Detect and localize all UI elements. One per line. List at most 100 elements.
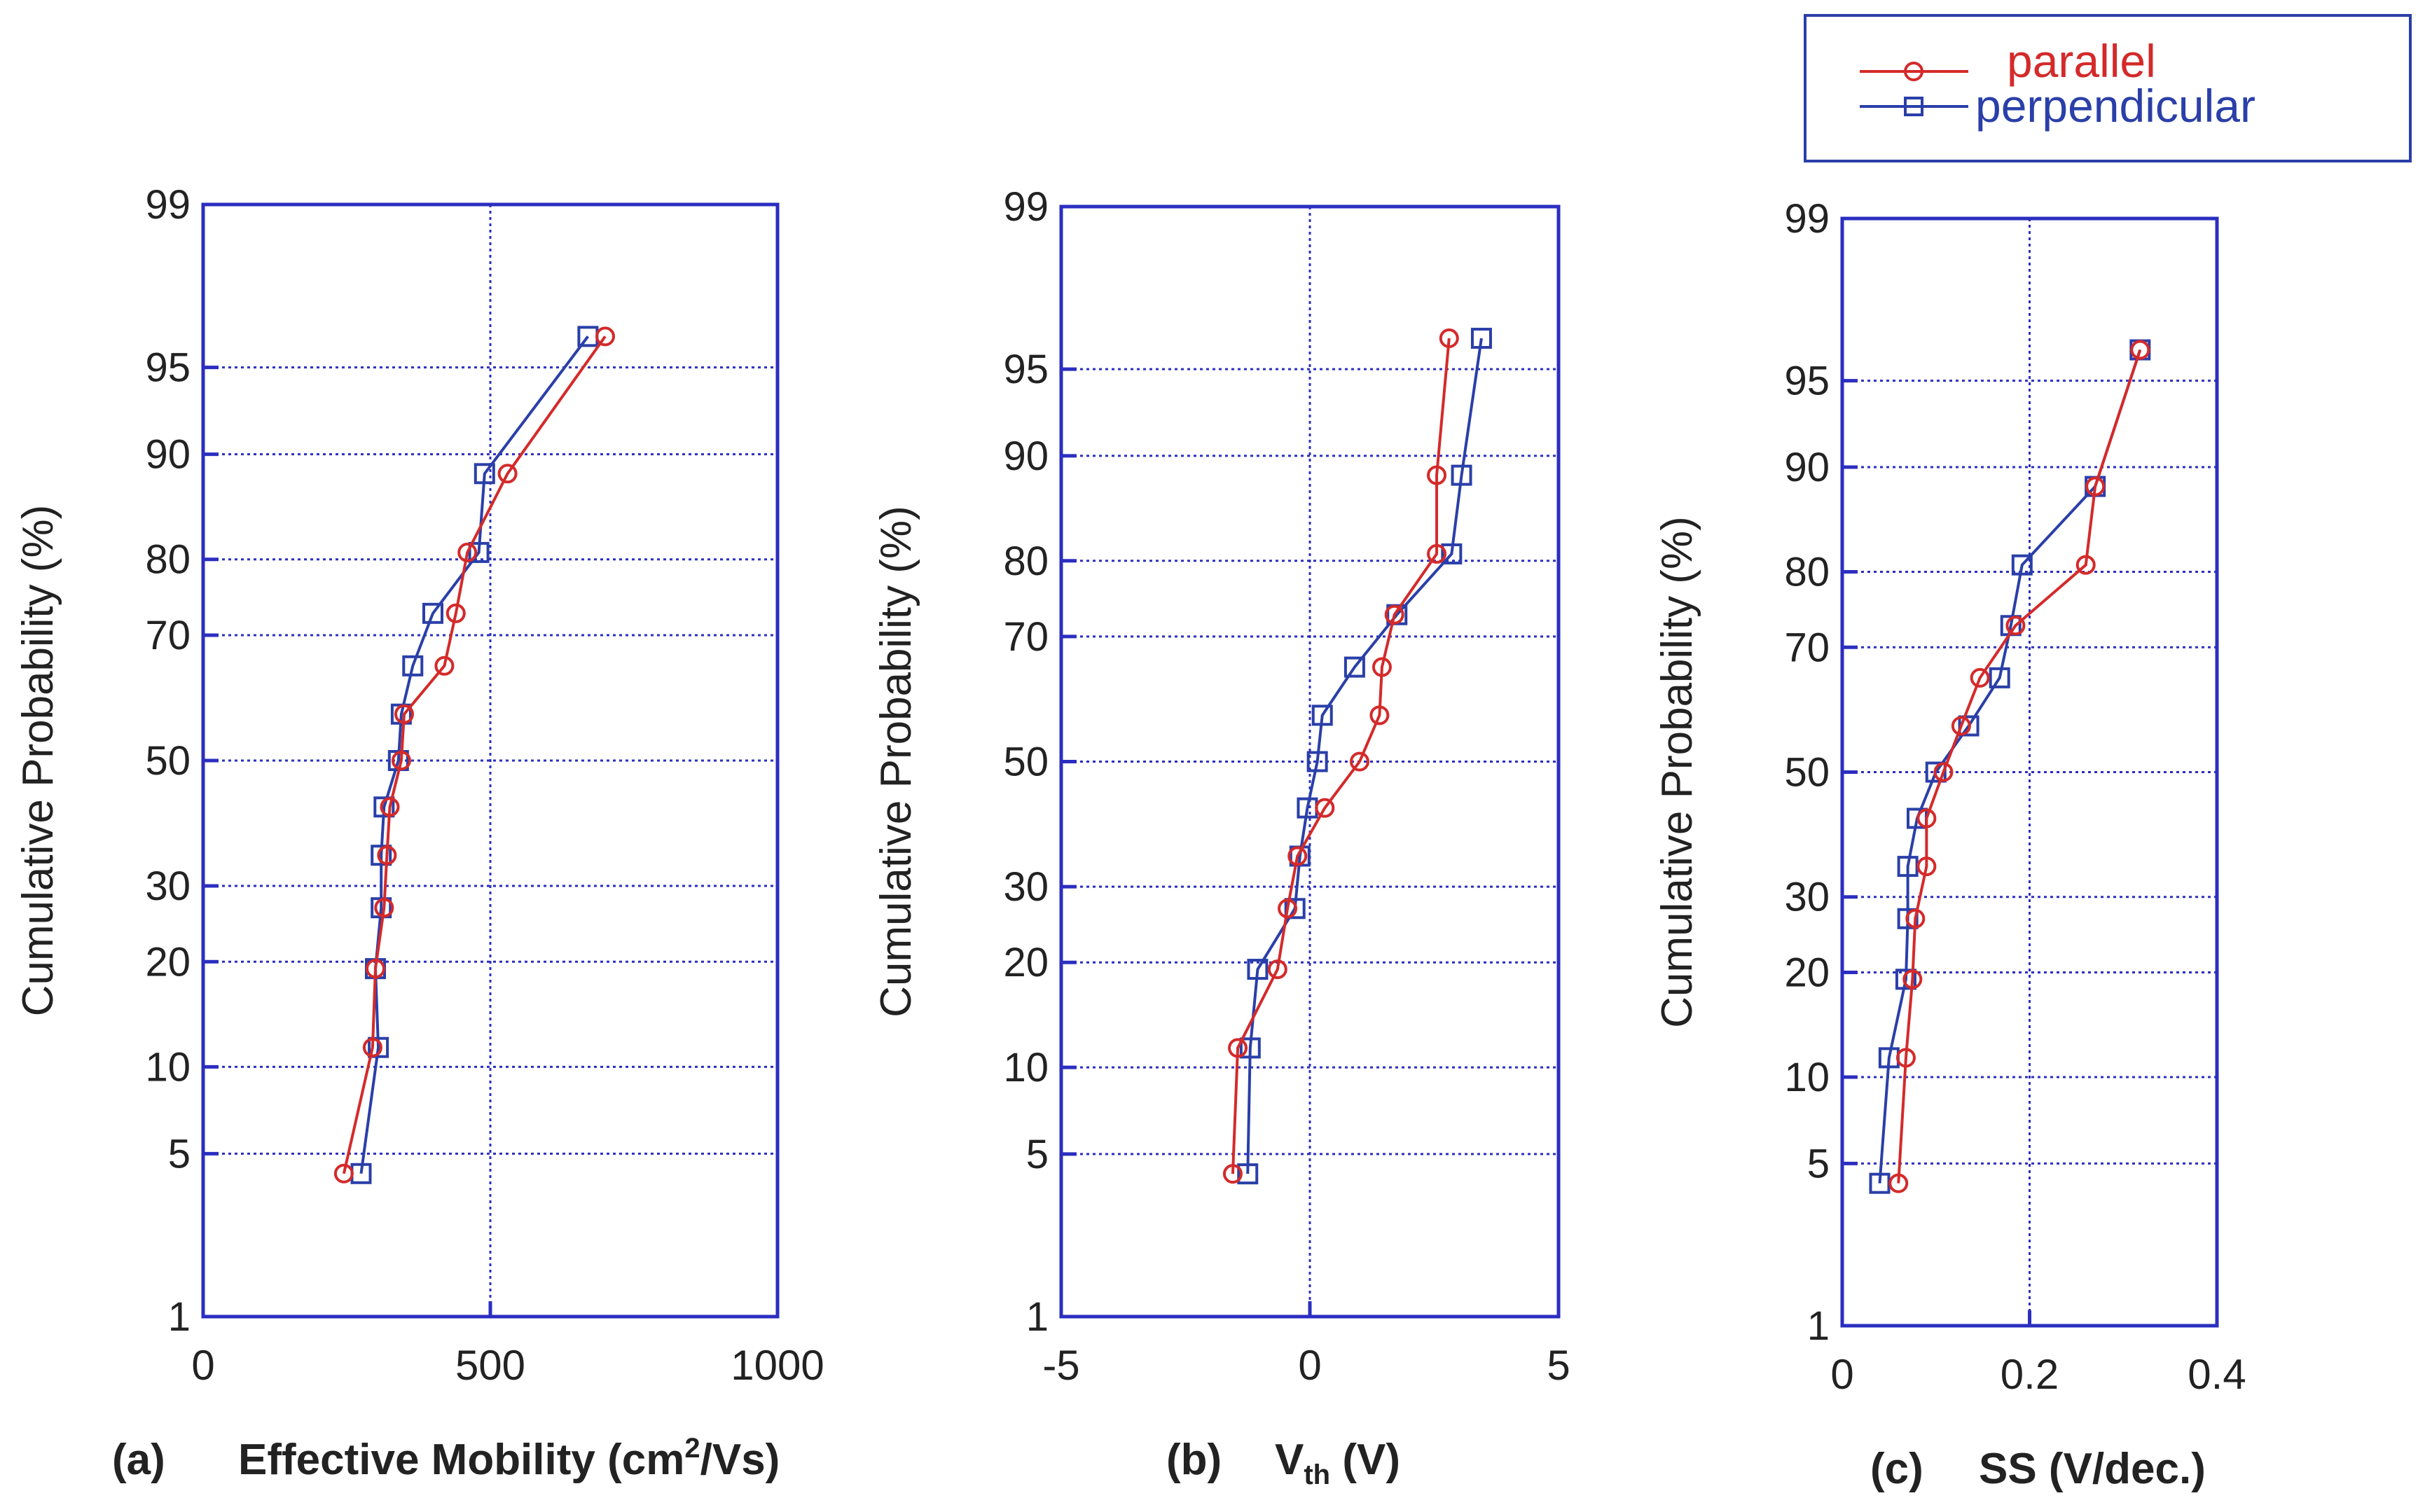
panel-b-ytick-label-99: 99 — [1003, 184, 1049, 230]
panel-a-parallel-point-11 — [497, 464, 518, 484]
panel-c-perpendicular-point-2 — [1895, 969, 1916, 990]
panel-c-parallel-point-2 — [1902, 969, 1923, 990]
panel-c-ytick-label-70: 70 — [1784, 625, 1830, 670]
panel-a-perpendicular-point-9 — [422, 602, 443, 624]
panel-a-xlabel: Effective Mobility (cm2/Vs) — [238, 1433, 780, 1484]
panel-c-perpendicular-point-7 — [1958, 715, 1980, 737]
panel-a-ytick-label-50: 50 — [145, 738, 191, 784]
panel-c-series — [1869, 339, 2151, 1194]
panel-a-ytick-label-90: 90 — [145, 432, 191, 478]
panel-c-perpendicular-point-3 — [1897, 908, 1919, 929]
panel-b-perpendicular-point-11 — [1451, 464, 1472, 486]
panel-b-parallel-point-11 — [1427, 465, 1447, 485]
panel-a-parallel-point-9 — [445, 603, 466, 623]
panel-b-perpendicular-point-10 — [1441, 543, 1463, 564]
panel-c-parallel-point-10 — [2075, 555, 2096, 575]
panel-a-ytick-label-10: 10 — [145, 1044, 191, 1090]
panel-b-perpendicular-point-8 — [1343, 656, 1365, 678]
panel-c: 1 5 10 20 30 50 70 80 90 95 99 0 0.2 0.4 Cumulative P… — [1653, 196, 2246, 1493]
panel-b-parallel-point-0 — [1222, 1164, 1243, 1184]
panel-c-parallel-point-6 — [1933, 762, 1954, 782]
panel-c-xlabel-prefix: SS (V/dec.) — [1979, 1445, 2206, 1493]
legend-perpendicular-label: perpendicular — [1975, 80, 2255, 132]
panel-c-ytick-label-80: 80 — [1784, 550, 1830, 595]
panel-c-perpendicular-point-6 — [1925, 761, 1947, 783]
panel-b-xtick-label-1: 0 — [1298, 1342, 1321, 1389]
panel-c-parallel-point-5 — [1916, 808, 1937, 828]
panel-b-ticks: 1 5 10 20 30 50 70 80 90 95 99 -5 0 5 — [1003, 184, 1570, 1389]
panel-a-perpendicular-point-11 — [474, 463, 495, 485]
panel-c-parallel-point-1 — [1895, 1048, 1916, 1068]
panel-c-ylabel: Cumulative Probability (%) — [1653, 516, 1701, 1027]
panel-a-parallel-point-6 — [391, 751, 411, 770]
panel-b-xlabel-sub: th — [1304, 1459, 1330, 1490]
panel-b-ytick-label-90: 90 — [1003, 434, 1049, 479]
panel-b-parallel-point-12 — [1439, 328, 1459, 349]
legend-parallel-label: parallel — [2007, 35, 2156, 87]
legend-parallel-marker — [1904, 62, 1923, 81]
panel-c-xlabel: SS (V/dec.) — [1979, 1445, 2206, 1493]
panel-a-ylabel: Cumulative Probability (%) — [14, 505, 62, 1016]
panel-a-series — [333, 326, 615, 1184]
panel-a-ytick-label-20: 20 — [145, 939, 191, 985]
panel-b-ytick-label-70: 70 — [1003, 614, 1049, 660]
panel-b-perpendicular-point-0 — [1237, 1163, 1259, 1185]
panel-c-ytick-label-1: 1 — [1807, 1303, 1830, 1349]
panel-b-xlabel-suffix: (V) — [1330, 1436, 1400, 1484]
panel-b-ytick-label-95: 95 — [1003, 347, 1049, 392]
panel-a-xtick-label-1: 500 — [455, 1342, 525, 1389]
panel-c-ytick-label-99: 99 — [1784, 196, 1830, 242]
panel-a-perpendicular-point-1 — [368, 1036, 389, 1058]
panel-a-letter: (a) — [112, 1436, 165, 1484]
panel-a-xlabel-sup: 2 — [684, 1433, 700, 1464]
panel-a-parallel-point-7 — [394, 704, 414, 724]
panel-b-parallel-line — [1231, 338, 1451, 1174]
panel-a-parallel-point-5 — [380, 797, 400, 817]
panel-a-xtick-label-0: 0 — [191, 1342, 214, 1389]
panel-a-xlabel-suffix: /Vs) — [700, 1436, 780, 1484]
panel-c-letter: (c) — [1870, 1445, 1923, 1493]
panel-a-parallel-line — [342, 335, 607, 1174]
panel-a-parallel-point-3 — [374, 898, 394, 918]
panel-b-parallel-point-8 — [1372, 657, 1392, 677]
panel-b-parallel-point-7 — [1369, 705, 1390, 726]
panel-c-parallel-point-4 — [1916, 856, 1937, 877]
panel-b-perpendicular-point-6 — [1306, 751, 1328, 772]
panel-a-ytick-label-5: 5 — [168, 1131, 191, 1177]
panel-c-parallel-line — [1897, 349, 2142, 1184]
panel-c-perpendicular-point-10 — [2011, 554, 2033, 576]
panel-c-perpendicular-point-8 — [1989, 667, 2010, 688]
panel-b-parallel-point-6 — [1350, 751, 1369, 772]
panel-b-parallel-point-4 — [1287, 846, 1308, 866]
legend-perpendicular-marker — [1904, 97, 1923, 116]
panel-c-xtick-label-0: 0 — [1830, 1351, 1853, 1398]
panel-a-parallel-point-4 — [377, 845, 397, 866]
panel-b-ylabel: Cumulative Probability (%) — [872, 506, 920, 1017]
panel-a-parallel-point-10 — [457, 542, 478, 562]
panel-b-parallel-point-3 — [1278, 899, 1298, 919]
panel-a-ytick-label-99: 99 — [145, 182, 191, 228]
panel-b-perpendicular-line — [1246, 338, 1483, 1174]
panel-b-ytick-label-80: 80 — [1003, 539, 1049, 584]
panel-b-xlabel: Vth (V) — [1275, 1436, 1400, 1490]
panel-a-xtick-label-2: 1000 — [731, 1342, 824, 1389]
panel-c-ytick-label-5: 5 — [1807, 1141, 1830, 1186]
panel-b-perpendicular-point-2 — [1247, 959, 1269, 980]
panel-b-ytick-label-5: 5 — [1026, 1132, 1049, 1177]
panel-b-ytick-label-20: 20 — [1003, 940, 1049, 985]
panel-b-perpendicular-point-12 — [1470, 328, 1492, 349]
legend: parallel perpendicular — [1804, 14, 2412, 162]
panel-b-perpendicular-point-7 — [1311, 705, 1333, 726]
panel-a-perpendicular-point-10 — [468, 541, 490, 563]
panel-c-parallel-point-8 — [1970, 667, 1990, 688]
panel-a-ytick-label-1: 1 — [168, 1294, 191, 1340]
panel-c-parallel-point-0 — [1888, 1173, 1909, 1193]
panel-c-parallel-point-9 — [2005, 616, 2026, 636]
panel-c-xtick-label-1: 0.2 — [2001, 1351, 2059, 1398]
panel-b-parallel-point-1 — [1228, 1038, 1248, 1058]
panel-a-xlabel-prefix: Effective Mobility (cm — [238, 1436, 684, 1484]
panel-b-xtick-label-2: 5 — [1547, 1342, 1570, 1389]
panel-b-parallel-point-10 — [1427, 543, 1447, 564]
panel-c-ytick-label-90: 90 — [1784, 445, 1830, 490]
